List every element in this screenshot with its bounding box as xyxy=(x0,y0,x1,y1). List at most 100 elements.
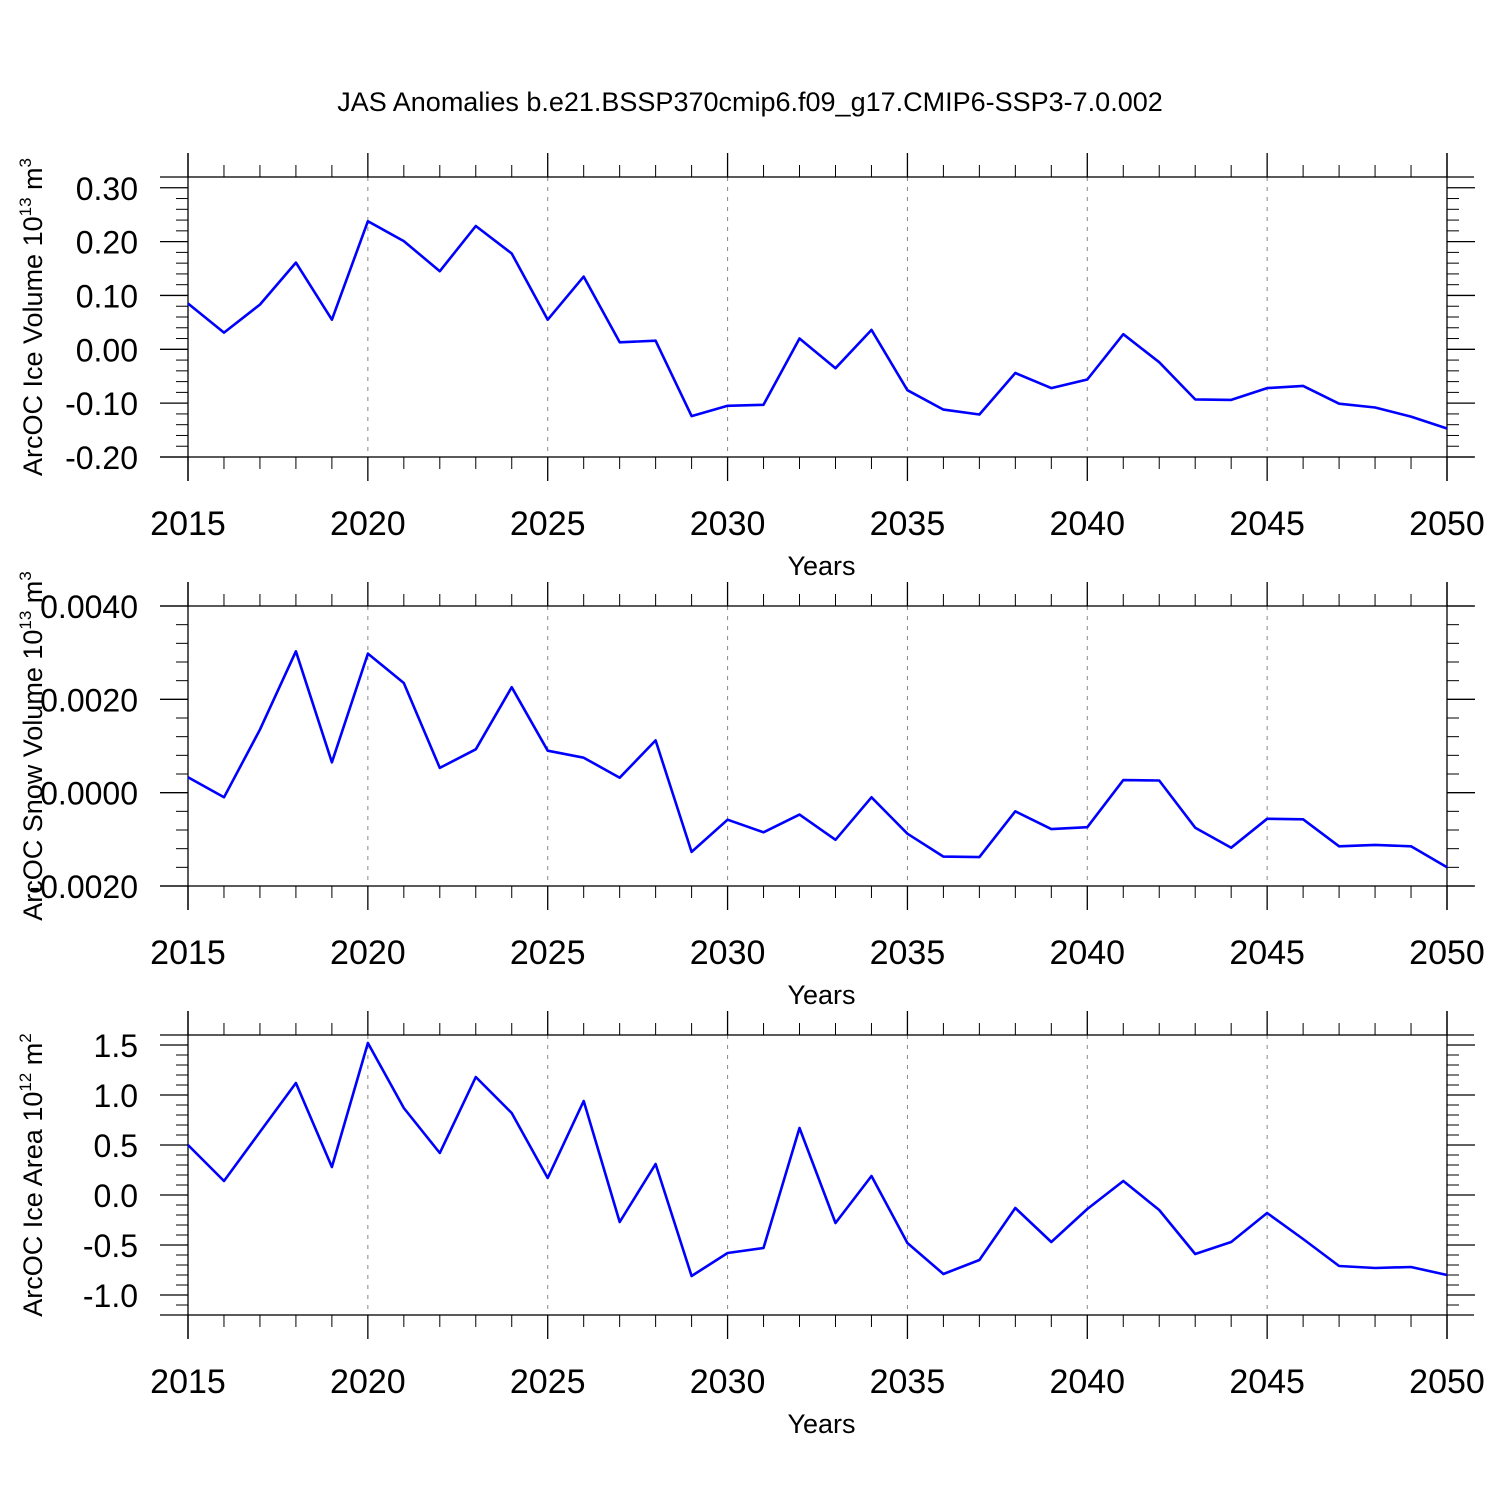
data-point xyxy=(941,1272,945,1276)
x-axis-label: Years xyxy=(787,551,855,581)
x-tick-label: 2035 xyxy=(870,934,946,972)
data-point xyxy=(1013,809,1017,813)
x-tick-label: 2030 xyxy=(690,934,766,972)
y-tick-label: 0.5 xyxy=(94,1128,138,1164)
data-point xyxy=(1049,386,1053,390)
y-tick-label: -0.10 xyxy=(65,386,138,422)
data-point xyxy=(977,413,981,417)
y-tick-label: -1.0 xyxy=(83,1278,138,1314)
data-point xyxy=(618,776,622,780)
data-point xyxy=(1265,386,1269,390)
data-point xyxy=(1013,1206,1017,1210)
x-tick-label: 2050 xyxy=(1409,505,1485,543)
x-tick-label: 2025 xyxy=(510,1363,586,1401)
data-point xyxy=(1157,779,1161,783)
data-point xyxy=(654,1162,658,1166)
data-point xyxy=(1049,827,1053,831)
y-tick-label: 0.0 xyxy=(94,1178,138,1214)
data-point xyxy=(1409,844,1413,848)
data-point xyxy=(366,1041,370,1045)
data-point xyxy=(798,1126,802,1130)
data-point xyxy=(654,738,658,742)
data-point xyxy=(618,1220,622,1224)
data-point xyxy=(1337,1264,1341,1268)
data-point xyxy=(546,318,550,322)
data-point xyxy=(438,1151,442,1155)
data-point xyxy=(618,340,622,344)
data-point xyxy=(222,1179,226,1183)
data-point xyxy=(186,302,190,306)
data-point xyxy=(834,366,838,370)
data-point xyxy=(258,1130,262,1134)
data-point xyxy=(186,775,190,779)
data-point xyxy=(977,1258,981,1262)
x-tick-label: 2020 xyxy=(330,1363,406,1401)
data-point xyxy=(366,652,370,656)
data-point xyxy=(726,818,730,822)
data-point xyxy=(402,239,406,243)
data-point xyxy=(330,1165,334,1169)
y-tick-label: -0.5 xyxy=(83,1228,138,1264)
plot-frame xyxy=(187,605,1448,887)
x-tick-label: 2025 xyxy=(510,934,586,972)
x-tick-label: 2040 xyxy=(1049,1363,1125,1401)
data-point xyxy=(186,1143,190,1147)
data-point xyxy=(762,1246,766,1250)
data-point xyxy=(438,766,442,770)
plot-frame xyxy=(187,176,1448,458)
x-tick-label: 2045 xyxy=(1229,934,1305,972)
data-point xyxy=(1337,844,1341,848)
y-tick-label: 0.0020 xyxy=(40,682,138,718)
data-point xyxy=(905,1241,909,1245)
data-point xyxy=(510,685,514,689)
data-point xyxy=(1373,1266,1377,1270)
data-point xyxy=(1265,817,1269,821)
data-point xyxy=(582,756,586,760)
data-point xyxy=(834,1221,838,1225)
x-tick-label: 2025 xyxy=(510,505,586,543)
y-tick-label: 1.5 xyxy=(94,1028,138,1064)
y-tick-label: 0.0000 xyxy=(40,776,138,812)
data-point xyxy=(510,252,514,256)
data-point xyxy=(1445,1273,1449,1277)
data-point xyxy=(1337,402,1341,406)
data-point xyxy=(546,1176,550,1180)
y-axis-label: ArcOC Ice Area 1012 m2 xyxy=(16,1033,48,1317)
x-tick-label: 2035 xyxy=(870,505,946,543)
series-line-ice-volume xyxy=(187,219,1448,430)
data-point xyxy=(1121,778,1125,782)
x-tick-label: 2015 xyxy=(150,1363,226,1401)
data-point xyxy=(870,1174,874,1178)
data-point xyxy=(1301,817,1305,821)
data-point xyxy=(1121,1179,1125,1183)
data-point xyxy=(798,813,802,817)
x-tick-label: 2040 xyxy=(1049,934,1125,972)
x-axis-label: Years xyxy=(787,1409,855,1439)
data-point xyxy=(474,224,478,228)
data-point xyxy=(1265,1211,1269,1215)
data-point xyxy=(294,1081,298,1085)
data-point xyxy=(654,339,658,343)
x-tick-label: 2040 xyxy=(1049,505,1125,543)
x-tick-label: 2015 xyxy=(150,934,226,972)
data-point xyxy=(1085,825,1089,829)
data-point xyxy=(1445,427,1449,431)
y-axis-label: ArcOC Ice Volume 1013 m3 xyxy=(16,158,48,476)
data-point xyxy=(330,760,334,764)
y-tick-label: -0.0020 xyxy=(29,869,138,905)
data-point xyxy=(1193,826,1197,830)
data-point xyxy=(977,855,981,859)
data-point xyxy=(726,1251,730,1255)
panel-snow-volume: -0.0020 0.0000 0.0020 0.0040 2015 2020 2025 20… xyxy=(16,571,1485,1010)
data-point xyxy=(258,303,262,307)
series-line-ice-area xyxy=(187,1041,1448,1278)
data-point xyxy=(941,408,945,412)
data-point xyxy=(1301,384,1305,388)
data-point xyxy=(1301,1237,1305,1241)
data-point xyxy=(1229,846,1233,850)
x-tick-label: 2045 xyxy=(1229,1363,1305,1401)
y-tick-label: 0.10 xyxy=(76,278,138,314)
panel-ice-area: -1.0 -0.5 0.0 0.5 1.0 1.5 2015 2020 2025 2030 203… xyxy=(16,1011,1485,1439)
data-point xyxy=(1373,406,1377,410)
